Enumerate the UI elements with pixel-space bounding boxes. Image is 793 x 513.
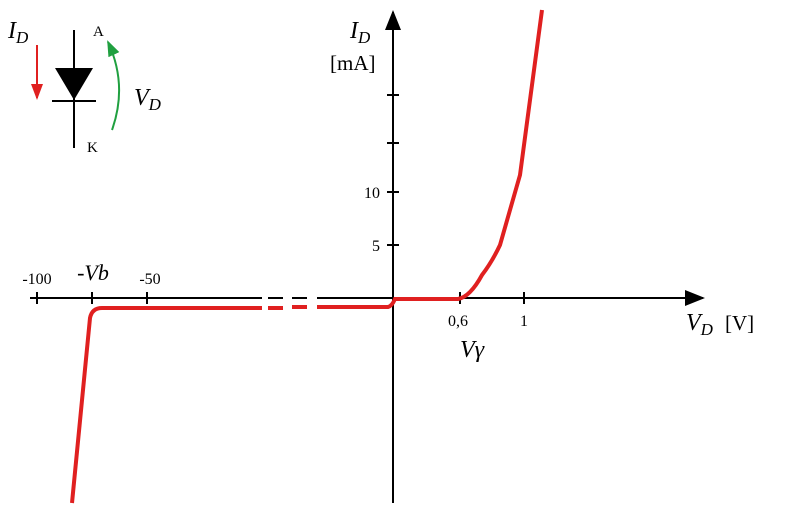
x-tick-label: -100 (22, 271, 51, 288)
x-tick-label: 1 (520, 313, 528, 330)
diode-symbol (31, 30, 121, 148)
y-axis-label: ID (349, 18, 371, 47)
x-tick-label: -50 (139, 271, 160, 288)
x-tick-label: -Vb (77, 260, 109, 285)
current-label: ID (7, 18, 29, 47)
x-axis-label: VD [V] (686, 310, 754, 339)
y-tick-label: 10 (364, 185, 380, 202)
voltage-label: VD (134, 85, 162, 114)
axes (30, 10, 705, 503)
anode-label: A (93, 24, 104, 40)
x-annotation: Vγ (460, 337, 485, 363)
cathode-label: K (87, 140, 98, 156)
y-tick-label: 5 (372, 238, 380, 255)
iv-curve (70, 9, 544, 504)
y-axis-unit: [mA] (330, 51, 376, 75)
x-tick-label: 0,6 (448, 313, 468, 330)
